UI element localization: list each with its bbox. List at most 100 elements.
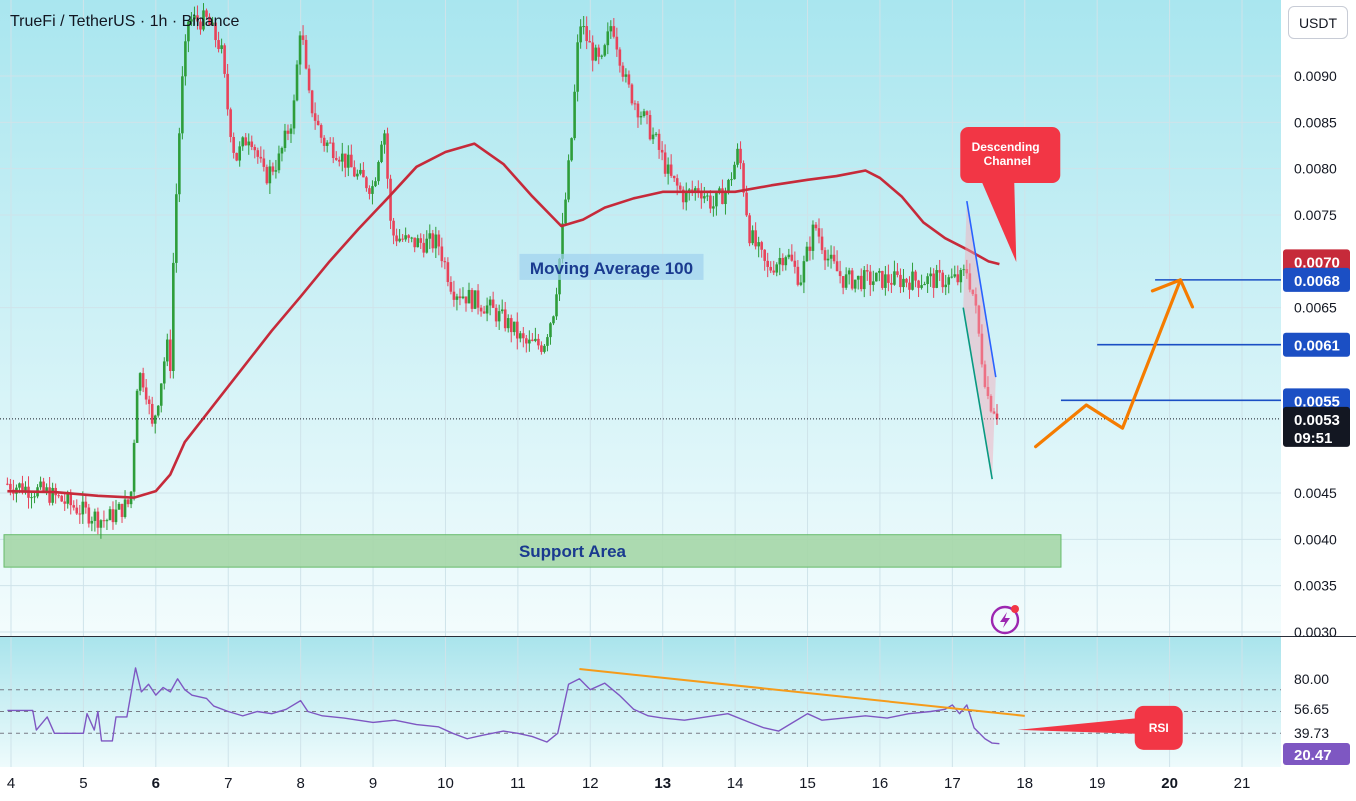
candle-body (162, 361, 166, 384)
candle-body (81, 501, 85, 515)
candle-body (443, 261, 447, 263)
candle-body (715, 193, 718, 207)
projection-arrowhead (1150, 278, 1195, 309)
candle-body (268, 166, 272, 184)
candle-body (84, 501, 88, 508)
time-tick-label: 6 (152, 775, 160, 792)
candle-body (633, 103, 637, 105)
candle-body (87, 507, 91, 524)
candle-body (552, 316, 555, 324)
candle-body (799, 282, 803, 285)
candle-body (392, 220, 395, 236)
candle-body (232, 136, 235, 153)
candle-body (416, 238, 420, 248)
candle-body (235, 152, 238, 161)
descending-channel-label: Descending Channel (972, 140, 1043, 168)
price-tick-label: 0.0065 (1294, 300, 1337, 316)
candle-body (298, 35, 302, 65)
support-layer: Support Area (3, 534, 1062, 568)
candle-body (60, 495, 63, 502)
candle-body (639, 115, 643, 118)
candle-body (636, 103, 640, 118)
time-tick-label: 5 (79, 775, 87, 792)
candle-body (775, 264, 779, 273)
candle-body (739, 148, 742, 164)
price-tick-label: 0.0090 (1294, 68, 1337, 84)
price-tick-label: 0.0040 (1294, 531, 1337, 547)
currency-button[interactable]: USDT (1288, 6, 1348, 39)
candle-body (826, 258, 830, 261)
candle-body (497, 311, 501, 322)
candle-body (787, 254, 791, 258)
candle-body (280, 148, 284, 154)
rsi-pane-background (0, 637, 1281, 767)
candle-body (724, 190, 727, 205)
candle-body (697, 188, 700, 192)
candle-body (962, 269, 966, 271)
candle-body (754, 230, 757, 247)
time-tick-label: 20 (1161, 775, 1178, 792)
candle-body (844, 274, 848, 288)
candle-body (452, 291, 456, 300)
candle-body (908, 282, 911, 290)
candle-body (419, 238, 423, 243)
candle-body (914, 271, 917, 281)
candle-body (757, 242, 760, 247)
rsi-value-bg (1283, 698, 1350, 719)
candle-body (693, 188, 697, 192)
candle-body (995, 413, 999, 420)
candle-body (796, 266, 800, 285)
time-tick-label: 11 (510, 775, 526, 792)
candle-body (476, 290, 480, 308)
candle-body (301, 35, 305, 40)
symbol-title[interactable]: TrueFi / TetherUS · 1h · Binance (10, 13, 240, 30)
candle-body (612, 26, 616, 37)
lightning-button[interactable] (990, 605, 1020, 635)
candle-body (760, 242, 763, 250)
candle-body (132, 442, 136, 492)
candle-body (247, 141, 251, 146)
candle-body (350, 154, 353, 168)
candle-body (838, 271, 842, 277)
candle-body (657, 133, 661, 150)
candle-body (618, 49, 622, 66)
candle-body (669, 164, 673, 176)
moving-average-label: Moving Average 100 (530, 259, 693, 278)
candle-body (624, 74, 628, 77)
candle-body (220, 45, 223, 50)
candle-body (763, 249, 766, 261)
candle-body (823, 250, 827, 261)
candle-body (609, 26, 613, 32)
candle-body (42, 481, 45, 492)
candle-body (214, 22, 217, 41)
candle-body (965, 269, 969, 274)
time-tick-label: 10 (437, 775, 454, 792)
candle-body (537, 338, 540, 346)
candle-body (353, 167, 356, 177)
candle-body (422, 242, 426, 253)
candle-body (190, 19, 193, 22)
candle-body (181, 76, 184, 134)
candle-body (135, 390, 139, 443)
candle-body (344, 153, 347, 168)
candle-body (853, 279, 857, 289)
candle-body (817, 228, 821, 237)
candle-body (39, 481, 42, 488)
last-price-text: 0.0053 (1294, 412, 1340, 429)
candle-body (941, 272, 944, 288)
candle-body (371, 186, 374, 194)
price-label-text: 0.0055 (1294, 393, 1340, 410)
candle-body (322, 137, 326, 146)
candle-body (229, 109, 232, 137)
notification-dot-icon (1011, 605, 1019, 613)
candle-body (223, 45, 226, 74)
candle-body (745, 192, 748, 216)
candle-body (887, 274, 890, 283)
candle-body (147, 399, 151, 404)
candle-body (896, 271, 899, 275)
candle-body (138, 373, 142, 391)
candle-body (772, 270, 776, 273)
candle-body (820, 236, 824, 251)
candle-body (582, 26, 585, 28)
